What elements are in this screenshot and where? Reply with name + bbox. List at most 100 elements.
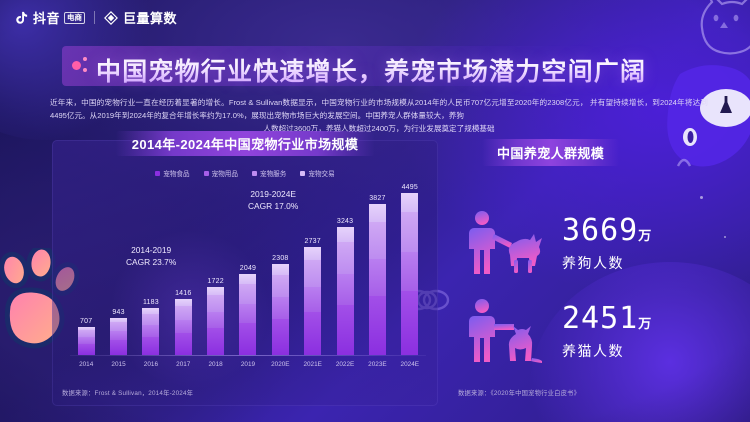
- legend-label: 宠物食品: [163, 171, 190, 178]
- cagr-1-period: 2014-2019: [131, 245, 172, 255]
- x-tick-label: 2024E: [400, 361, 420, 368]
- bar-segment-1: [368, 259, 386, 296]
- chart-bar-column: 943: [102, 184, 134, 355]
- stat-dog-owners: 3669万 养狗人数: [458, 210, 651, 276]
- bar-segment-0: [304, 312, 322, 355]
- bar-segment-1: [401, 252, 419, 292]
- oceanengine-logo-icon: [104, 10, 118, 25]
- bar-value-label: 3827: [369, 195, 386, 203]
- page-title: 中国宠物行业快速增长，养宠市场潜力空间广阔: [96, 52, 646, 88]
- douyin-label: 抖音: [33, 11, 61, 26]
- bar-segment-2: [77, 330, 95, 338]
- music-note-icon: [16, 11, 28, 24]
- bar-segment-2: [110, 322, 128, 332]
- douyin-ecommerce-logo[interactable]: 抖音 电商: [14, 8, 86, 27]
- bar-segment-2: [271, 274, 289, 298]
- cat-count-unit: 万: [638, 316, 652, 331]
- stacked-bar: [174, 299, 192, 355]
- bar-segment-3: [271, 264, 289, 275]
- cagr-annotation-1: 2014-2019 CAGR 23.7%: [126, 244, 176, 268]
- bar-segment-1: [142, 325, 160, 337]
- stacked-bar: [207, 287, 225, 355]
- bar-segment-3: [401, 193, 419, 212]
- right-panel-title: 中国养宠人群规模: [482, 139, 620, 166]
- chart-bar-column: 2737: [297, 184, 329, 355]
- stacked-bar: [142, 308, 160, 355]
- x-tick-label: 2023E: [368, 361, 387, 368]
- bar-value-label: 1722: [207, 278, 224, 286]
- stacked-bar: [401, 193, 419, 355]
- bar-segment-1: [174, 319, 192, 333]
- x-tick-label: 2015: [111, 361, 126, 368]
- dog-owner-count: 3669万: [562, 213, 652, 248]
- cat-owner-label: 养猫人数: [562, 343, 624, 359]
- person-with-dog-icon: [469, 211, 542, 274]
- stacked-bar: [368, 204, 386, 355]
- bar-segment-1: [77, 337, 95, 345]
- stacked-bar: [336, 227, 354, 355]
- bar-segment-0: [239, 323, 257, 355]
- stacked-bar: [77, 327, 95, 355]
- bar-value-label: 2308: [272, 255, 289, 263]
- bar-segment-2: [142, 313, 160, 326]
- bar-value-label: 1183: [142, 299, 159, 307]
- oceanengine-label: 巨量算数: [123, 11, 178, 26]
- chart-bar-column: 1183: [135, 184, 167, 355]
- x-tick-label: 2018: [208, 361, 223, 368]
- oceanengine-logo[interactable]: 巨量算数: [104, 8, 177, 27]
- bar-value-label: 3243: [336, 218, 354, 226]
- bar-segment-0: [401, 291, 419, 355]
- bar-segment-0: [77, 344, 95, 355]
- chart-bar-column: 707: [70, 184, 102, 355]
- bar-segment-2: [239, 283, 257, 304]
- chart-bar-column: 1722: [199, 184, 231, 355]
- x-tick-label: 2014: [79, 361, 94, 368]
- cat-owner-count: 2451万: [562, 301, 652, 336]
- intro-paragraph: 近年来，中国的宠物行业一直在经历着显著的增长。Frost & Sullivan数…: [50, 96, 708, 135]
- chart-bar-column: 4495: [394, 184, 426, 355]
- topbar-divider: [94, 11, 96, 24]
- cagr-1-value: CAGR 23.7%: [126, 257, 177, 267]
- bar-segment-3: [336, 227, 354, 243]
- bar-segment-0: [142, 336, 160, 355]
- bar-segment-3: [304, 247, 322, 260]
- bar-segment-2: [304, 259, 322, 287]
- x-tick-label: 2021E: [303, 361, 322, 368]
- chart-title-wrap: 2014年-2024年中国宠物行业市场规模: [115, 131, 375, 156]
- bar-value-label: 707: [80, 318, 93, 326]
- stacked-bar: [304, 247, 322, 355]
- bar-segment-2: [368, 221, 386, 260]
- x-tick-label: 2020E: [271, 361, 290, 368]
- legend-label: 宠物用品: [211, 171, 238, 178]
- chart-bar-column: 3243: [329, 184, 361, 355]
- brand-topbar: 抖音 电商 巨量算数: [14, 8, 177, 27]
- cagr-2-value: CAGR 17.0%: [248, 201, 299, 211]
- bar-value-label: 943: [112, 308, 125, 316]
- bar-segment-0: [207, 328, 225, 355]
- stacked-bar: [239, 274, 257, 355]
- bar-segment-1: [207, 311, 225, 329]
- legend-swatch-icon: [252, 170, 257, 176]
- bar-segment-0: [336, 304, 354, 355]
- dog-stat-text: 3669万 养狗人数: [562, 213, 651, 273]
- legend-swatch-icon: [155, 170, 161, 176]
- bar-segment-2: [401, 211, 419, 253]
- chart-legend: 宠物食品 宠物用品 宠物服务 宠物交易: [52, 168, 438, 178]
- legend-swatch-icon: [203, 170, 209, 176]
- dog-count-unit: 万: [638, 228, 652, 243]
- legend-label: 宠物服务: [260, 171, 287, 178]
- bar-value-label: 2049: [239, 265, 257, 273]
- chart-x-axis: [70, 355, 426, 356]
- person-with-cat-icon: [469, 299, 542, 363]
- headline-band: 中国宠物行业快速增长，养宠市场潜力空间广阔: [62, 46, 688, 86]
- x-tick-label: 2022E: [335, 361, 355, 368]
- bar-segment-3: [368, 204, 386, 222]
- chart-bar-column: 3827: [361, 184, 393, 355]
- bar-value-label: 1416: [175, 290, 192, 298]
- chart-plot-area: 707 943 1183 1416 1722 2049 2308 2737 3243 3827 44…: [70, 184, 426, 372]
- ecommerce-tag: 电商: [64, 11, 86, 24]
- legend-item-1: 宠物用品: [203, 168, 238, 178]
- cat-stat-text: 2451万 养猫人数: [562, 301, 651, 361]
- bar-segment-1: [110, 331, 128, 341]
- bar-segment-1: [336, 273, 354, 305]
